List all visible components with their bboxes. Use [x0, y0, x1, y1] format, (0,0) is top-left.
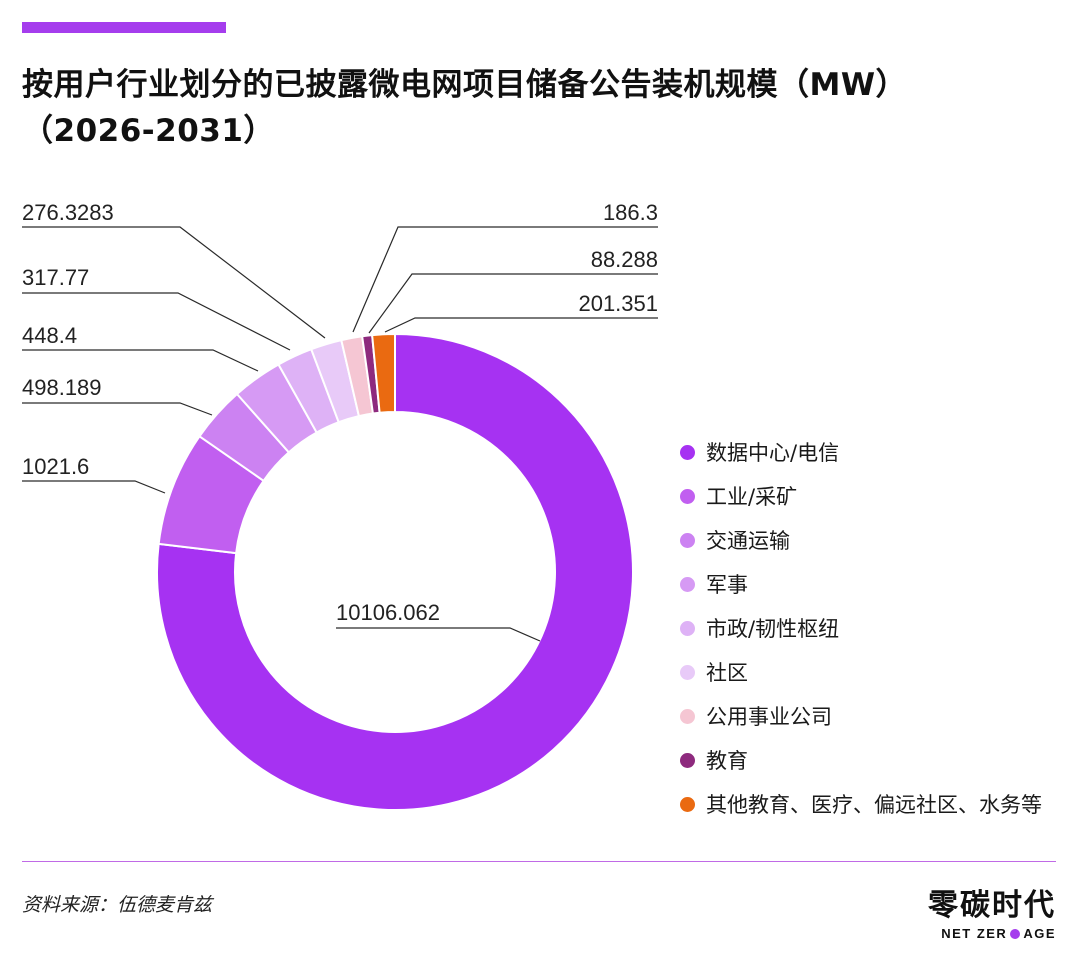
footer-divider: [22, 861, 1056, 862]
legend-item-6: 公用事业公司: [680, 694, 1042, 738]
leader-line-2: [22, 402, 213, 416]
legend-swatch-icon: [680, 444, 695, 460]
legend-swatch-icon: [680, 708, 695, 724]
legend-swatch-icon: [680, 488, 695, 504]
legend-swatch-icon: [680, 620, 695, 636]
donut-chart: 10106.062 1021.6 498.189 448.4 317.77 276.328…: [22, 200, 658, 811]
brand-tagline: NET ZER AGE: [928, 924, 1056, 944]
leader-line-8: [384, 317, 658, 333]
legend-item-2: 交通运输: [680, 518, 1042, 562]
legend-item-5: 社区: [680, 650, 1042, 694]
brand-name: 零碳时代: [928, 888, 1056, 923]
data-label-3: 448.4: [22, 323, 77, 348]
data-label-4: 317.77: [22, 265, 89, 290]
legend-item-1: 工业/采矿: [680, 474, 1042, 518]
leader-line-1: [22, 480, 166, 494]
legend-label: 其他教育、医疗、偏远社区、水务等: [706, 793, 1042, 817]
chart-title: 按用户行业划分的已披露微电网项目储备公告装机规模（MW） （2026-2031）: [22, 62, 1052, 154]
legend-label: 市政/韧性枢纽: [706, 617, 840, 641]
legend-swatch-icon: [680, 576, 695, 592]
legend-item-7: 教育: [680, 738, 1042, 782]
legend-item-4: 市政/韧性枢纽: [680, 606, 1042, 650]
chart-title-line-2: （2026-2031）: [22, 113, 275, 149]
legend-label: 军事: [706, 573, 748, 597]
data-label-0: 10106.062: [336, 600, 440, 625]
leader-line-3: [22, 349, 259, 372]
chart-title-line-1: 按用户行业划分的已披露微电网项目储备公告装机规模（MW）: [22, 67, 908, 103]
donut-slice-0: [156, 332, 634, 811]
leader-line-5: [22, 226, 326, 339]
leader-line-4: [22, 292, 291, 351]
donut-slice-8: [371, 332, 396, 414]
legend-label: 公用事业公司: [706, 705, 832, 729]
brand-dot-icon: [1010, 929, 1021, 939]
legend-swatch-icon: [680, 664, 695, 680]
legend-item-0: 数据中心/电信: [680, 430, 1042, 474]
data-label-6: 186.3: [603, 200, 658, 225]
legend: 数据中心/电信 工业/采矿交通运输军事市政/韧性枢纽 社区公用事业公司 教育其他教育、…: [680, 430, 1042, 826]
legend-swatch-icon: [680, 532, 695, 548]
legend-item-8: 其他教育、医疗、偏远社区、水务等: [680, 782, 1042, 826]
leader-line-6: [352, 226, 658, 333]
brand-tagline-start: NET ZER: [941, 926, 1008, 941]
source-note: 资料来源：伍德麦肯兹: [22, 894, 213, 916]
data-label-8: 201.351: [578, 291, 658, 316]
legend-label: 交通运输: [706, 529, 790, 553]
data-label-1: 1021.6: [22, 454, 89, 479]
legend-swatch-icon: [680, 796, 695, 812]
data-label-5: 276.3283: [22, 200, 114, 225]
legend-label: 社区: [706, 661, 748, 685]
leader-line-7: [368, 273, 658, 334]
accent-bar: [22, 22, 226, 33]
legend-item-3: 军事: [680, 562, 1042, 606]
brand-tagline-end: AGE: [1023, 926, 1056, 941]
data-label-7: 88.288: [591, 247, 658, 272]
legend-swatch-icon: [680, 752, 695, 768]
legend-label: 工业/采矿: [706, 485, 798, 509]
legend-label: 数据中心/电信: [706, 441, 840, 465]
brand-logo: 零碳时代 NET ZER AGE: [928, 888, 1056, 944]
leader-line-0: [336, 627, 541, 642]
data-label-2: 498.189: [22, 375, 102, 400]
legend-label: 教育: [706, 749, 748, 773]
